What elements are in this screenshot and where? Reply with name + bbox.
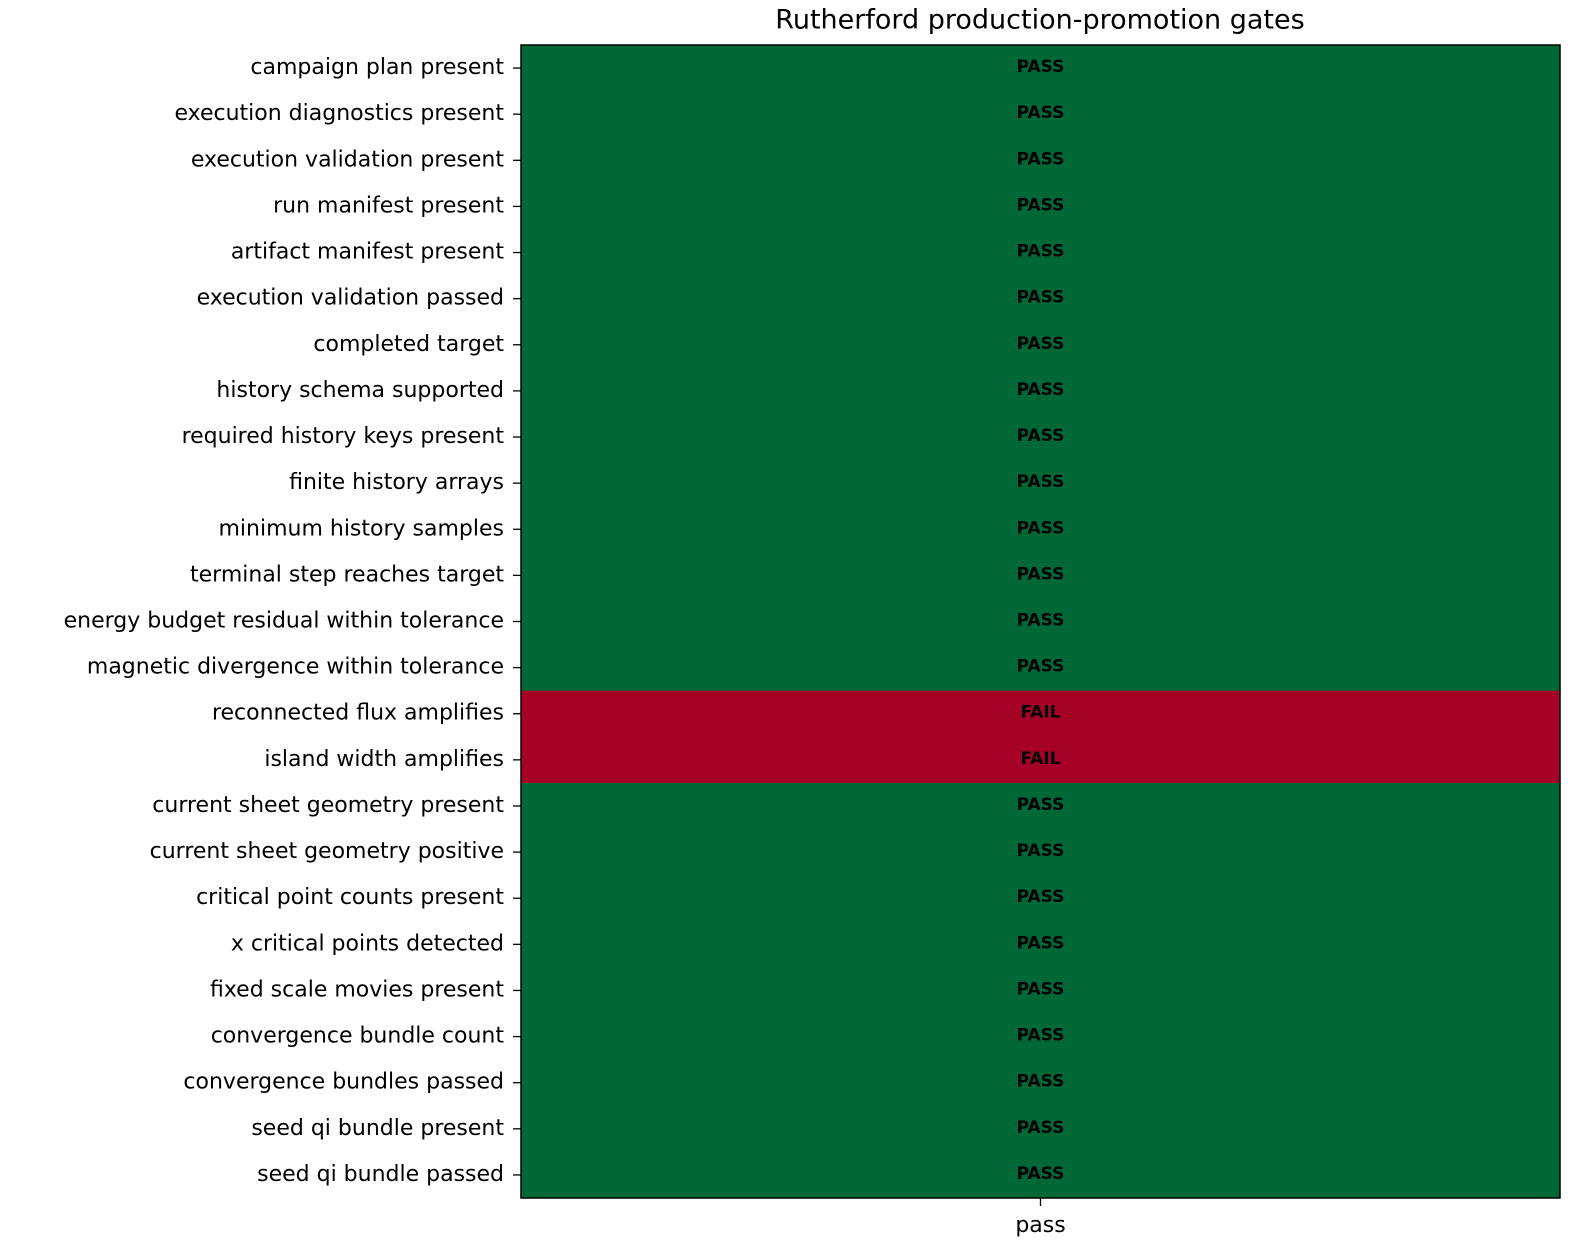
cell-label: PASS (1017, 288, 1065, 308)
cell-label: PASS (1017, 103, 1065, 123)
y-tick-label: execution validation present (191, 147, 505, 172)
cell-label: PASS (1017, 334, 1065, 354)
heatmap-cell (521, 275, 1561, 323)
y-tick-label: reconnected flux amplifies (212, 701, 504, 726)
y-tick-label: execution validation passed (197, 286, 504, 311)
y-tick-label: required history keys present (182, 424, 505, 449)
heatmap-cell (521, 1105, 1561, 1153)
heatmap-cell (521, 921, 1561, 968)
cell-label: PASS (1017, 564, 1065, 584)
heatmap-cell (521, 552, 1561, 599)
cell-label: PASS (1017, 1118, 1065, 1138)
y-tick-label: campaign plan present (250, 55, 504, 80)
heatmap-cell (521, 413, 1561, 461)
y-tick-label: magnetic divergence within tolerance (87, 655, 504, 680)
y-tick-label: x critical points detected (231, 931, 504, 956)
cell-label: PASS (1017, 57, 1065, 77)
cell-label: PASS (1017, 1164, 1065, 1184)
heatmap-cell (521, 460, 1561, 507)
heatmap-cell (521, 829, 1561, 876)
y-tick-label: fixed scale movies present (210, 977, 504, 1002)
cell-label: PASS (1017, 195, 1065, 215)
y-tick-label: seed qi bundle passed (257, 1162, 504, 1187)
heatmap-cell (521, 736, 1561, 784)
y-tick-label: run manifest present (273, 193, 504, 218)
y-tick-label: completed target (313, 332, 504, 357)
heatmap-cell (521, 598, 1561, 646)
heatmap-cell (521, 875, 1561, 922)
heatmap-cell (521, 91, 1561, 138)
plot-frame (520, 44, 1561, 1199)
heatmap-cell (521, 782, 1561, 830)
y-tick-label: convergence bundles passed (183, 1070, 504, 1095)
cell-label: PASS (1017, 1026, 1065, 1046)
y-tick-label: minimum history samples (218, 516, 504, 541)
y-tick-label: seed qi bundle present (251, 1116, 504, 1141)
cell-label: FAIL (1021, 703, 1061, 723)
y-tick-label: island width amplifies (264, 747, 504, 772)
heatmap-cell (521, 45, 1561, 92)
heatmap-cell (521, 1059, 1561, 1107)
cell-label: FAIL (1021, 749, 1061, 769)
y-tick-label: critical point counts present (196, 885, 504, 910)
cell-label: PASS (1017, 149, 1065, 169)
cell-label: PASS (1017, 657, 1065, 677)
x-tick-label: pass (1015, 1213, 1065, 1238)
heatmap-cell (521, 367, 1561, 415)
heatmap-cell (521, 1013, 1561, 1061)
y-tick-label: current sheet geometry positive (150, 839, 504, 864)
cell-label: PASS (1017, 979, 1065, 999)
cell-label: PASS (1017, 380, 1065, 400)
y-tick-label: terminal step reaches target (190, 562, 504, 587)
y-tick-label: artifact manifest present (231, 240, 505, 265)
y-tick-label: execution diagnostics present (174, 101, 504, 126)
cell-label: PASS (1017, 841, 1065, 861)
chart-title: Rutherford production-promotion gates (775, 5, 1304, 36)
cell-label: PASS (1017, 1072, 1065, 1092)
heatmap-cell (521, 506, 1561, 553)
heatmap-cell (521, 1151, 1561, 1199)
cell-label: PASS (1017, 242, 1065, 262)
y-tick-label: convergence bundle count (211, 1024, 505, 1049)
heatmap-cell (521, 967, 1561, 1015)
cell-label: PASS (1017, 887, 1065, 907)
y-tick-label: history schema supported (216, 378, 504, 403)
heatmap-cell (521, 137, 1561, 184)
cell-label: PASS (1017, 426, 1065, 446)
cell-label: PASS (1017, 611, 1065, 631)
cell-label: PASS (1017, 933, 1065, 953)
cell-label: PASS (1017, 518, 1065, 538)
heatmap-cell (521, 644, 1561, 692)
y-tick-label: energy budget residual within tolerance (64, 609, 504, 634)
y-tick-label: current sheet geometry present (152, 793, 504, 818)
heatmap-cell (521, 229, 1561, 277)
heatmap-cell (521, 321, 1561, 369)
cell-label: PASS (1017, 472, 1065, 492)
cell-label: PASS (1017, 795, 1065, 815)
y-tick-label: finite history arrays (289, 470, 504, 495)
heatmap-cell (521, 690, 1561, 738)
heatmap-cell (521, 183, 1561, 230)
